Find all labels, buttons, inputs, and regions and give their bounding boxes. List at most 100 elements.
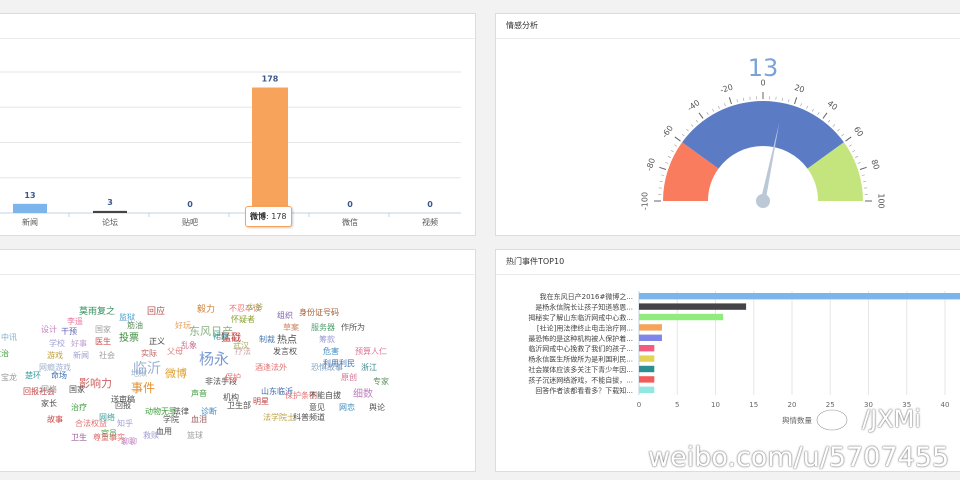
- cloud-word[interactable]: 国家: [95, 325, 111, 334]
- cloud-word[interactable]: 监狱: [119, 313, 135, 322]
- cloud-word[interactable]: 网恋: [339, 403, 355, 412]
- cloud-word[interactable]: 作所为: [341, 323, 365, 332]
- cloud-word[interactable]: 楚环: [25, 371, 41, 380]
- cloud-word[interactable]: 设计: [41, 325, 57, 334]
- cloud-word[interactable]: 聊聊: [121, 437, 137, 446]
- cloud-word[interactable]: 回报: [115, 401, 131, 410]
- cloud-word[interactable]: 家长: [41, 399, 57, 408]
- cloud-word[interactable]: 身份证号码: [299, 308, 339, 317]
- cloud-word[interactable]: 保护: [225, 373, 241, 382]
- cloud-word[interactable]: 筋油: [127, 321, 143, 330]
- cloud-word[interactable]: 声音: [191, 389, 207, 398]
- cloud-word[interactable]: 莫雨复之: [79, 307, 116, 317]
- cloud-word[interactable]: 宝龙: [1, 373, 17, 382]
- cloud-word[interactable]: 好玩: [175, 321, 191, 330]
- cloud-word[interactable]: 微博: [165, 367, 187, 380]
- cloud-word[interactable]: 新闻: [73, 351, 89, 360]
- cloud-word[interactable]: 干预: [61, 327, 77, 336]
- cloud-word[interactable]: 事件: [131, 381, 156, 395]
- bar-value-label: 0: [347, 200, 353, 209]
- cloud-word[interactable]: 制裁: [259, 335, 275, 344]
- cloud-word[interactable]: 诊断: [201, 407, 217, 416]
- cloud-word[interactable]: 发言权: [273, 347, 297, 356]
- cloud-word[interactable]: 意见: [309, 403, 325, 412]
- cloud-word[interactable]: 血用: [156, 427, 172, 436]
- cloud-word[interactable]: 危害: [323, 347, 339, 356]
- cloud-word[interactable]: 血泪: [191, 415, 207, 424]
- cloud-word[interactable]: 裙摆: [213, 332, 229, 341]
- cloud-word[interactable]: 父母: [167, 347, 183, 356]
- cloud-word[interactable]: 草案: [283, 323, 299, 332]
- cloud-word[interactable]: 投票: [119, 333, 139, 344]
- cloud-word[interactable]: 明星: [253, 397, 269, 406]
- cloud-word[interactable]: 网络: [41, 385, 57, 394]
- cloud-word[interactable]: 预算人仁: [355, 347, 387, 356]
- cloud-word[interactable]: 实际: [141, 349, 157, 358]
- cloud-word[interactable]: 恐惧故事: [311, 363, 343, 372]
- cloud-word[interactable]: 舆论: [369, 403, 385, 412]
- cloud-word[interactable]: 命场: [51, 371, 67, 380]
- cloud-word[interactable]: 少爷: [247, 303, 263, 312]
- cloud-word[interactable]: 服务器: [311, 323, 335, 332]
- event-label: 我在东风日产2016#微博之...: [540, 292, 633, 301]
- cloud-word[interactable]: 正义: [149, 337, 165, 346]
- cloud-word[interactable]: 怀疑者: [231, 315, 255, 324]
- cloud-word[interactable]: 热点: [277, 335, 297, 346]
- cloud-word[interactable]: 临沂: [133, 361, 161, 377]
- cloud-word[interactable]: 利用利民: [323, 359, 355, 368]
- cloud-word[interactable]: 救治: [0, 349, 9, 358]
- cloud-word[interactable]: 好事: [71, 339, 87, 348]
- cloud-word[interactable]: 救赎: [143, 431, 159, 440]
- cloud-word[interactable]: 筹款: [319, 335, 335, 344]
- cloud-word[interactable]: 篮球: [187, 431, 203, 440]
- cloud-word[interactable]: 卫生: [71, 433, 87, 442]
- cloud-word[interactable]: 毅力: [197, 305, 216, 315]
- cloud-word[interactable]: 疗法: [235, 347, 251, 356]
- cloud-word[interactable]: 不忍卒读: [229, 304, 261, 313]
- cloud-word[interactable]: 组织: [277, 311, 293, 320]
- cloud-word[interactable]: 细数: [353, 389, 373, 400]
- cloud-word[interactable]: 不能自拔: [309, 391, 341, 400]
- cloud-word[interactable]: 非法手段: [205, 377, 237, 386]
- cloud-word[interactable]: 杨永: [199, 350, 230, 368]
- cloud-word[interactable]: 地狱: [131, 369, 147, 378]
- cloud-word[interactable]: 原创: [341, 373, 357, 382]
- cloud-word[interactable]: 送审稿: [111, 395, 135, 404]
- cloud-word[interactable]: 动物无罪: [145, 407, 177, 416]
- cloud-word[interactable]: 治疗: [71, 403, 87, 412]
- cloud-word[interactable]: 机构: [223, 393, 239, 402]
- cloud-word[interactable]: 法律: [173, 407, 189, 416]
- cloud-word[interactable]: 合法权益: [75, 419, 107, 428]
- cloud-word[interactable]: 山东临沂: [261, 387, 293, 396]
- cloud-word[interactable]: 游戏: [47, 351, 63, 360]
- cloud-word[interactable]: 科普频道: [293, 413, 325, 422]
- cloud-word[interactable]: 国家: [69, 385, 85, 394]
- cloud-word[interactable]: 医生: [95, 337, 111, 346]
- gauge-minor-tick: [712, 108, 715, 112]
- cloud-word[interactable]: 东风日产: [189, 325, 233, 338]
- cloud-word[interactable]: 故事: [47, 415, 63, 424]
- cloud-word[interactable]: 李遥: [67, 317, 83, 326]
- cloud-word[interactable]: 网络: [99, 413, 115, 422]
- cloud-word[interactable]: 学院: [163, 415, 179, 424]
- cloud-word[interactable]: 知乎: [117, 419, 133, 428]
- cloud-word[interactable]: 影响力: [79, 377, 112, 390]
- cloud-word[interactable]: 尊重事实: [93, 433, 125, 442]
- cloud-word[interactable]: 猛戳: [221, 333, 241, 344]
- cloud-word[interactable]: 专家: [373, 377, 389, 386]
- tooltip-separator: :: [266, 212, 272, 221]
- cloud-word[interactable]: 保护条例: [285, 391, 317, 400]
- cloud-word[interactable]: 法学院士: [263, 413, 295, 422]
- cloud-word[interactable]: 卫生部: [227, 401, 251, 410]
- cloud-word[interactable]: 社会: [99, 351, 115, 360]
- cloud-word[interactable]: 学校: [49, 339, 65, 348]
- cloud-word[interactable]: 乱象: [181, 341, 197, 350]
- cloud-word[interactable]: 网瘾游戏: [39, 363, 71, 372]
- cloud-word[interactable]: 官员: [101, 429, 117, 438]
- cloud-word[interactable]: 武汉: [233, 341, 249, 350]
- cloud-word[interactable]: 回应: [147, 307, 166, 317]
- cloud-word[interactable]: 中讯: [1, 333, 17, 342]
- cloud-word[interactable]: 回报社会: [23, 387, 55, 396]
- cloud-word[interactable]: 浙江: [361, 363, 377, 372]
- cloud-word[interactable]: 酒逢法外: [255, 363, 287, 372]
